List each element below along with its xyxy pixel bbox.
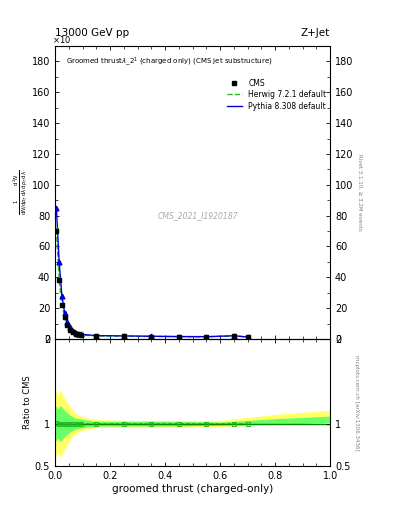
- Text: Z+Jet: Z+Jet: [301, 28, 330, 38]
- Pythia 8.308 default: [121, 333, 126, 339]
- CMS: [121, 333, 126, 339]
- Line: CMS: CMS: [54, 229, 250, 339]
- Pythia 8.308 default: [57, 259, 62, 265]
- Herwig 7.2.1 default: [71, 329, 75, 335]
- Pythia 8.308 default: [62, 310, 67, 316]
- Pythia 8.308 default: [245, 334, 250, 340]
- CMS: [73, 331, 78, 337]
- Herwig 7.2.1 default: [176, 334, 181, 340]
- Herwig 7.2.1 default: [204, 334, 209, 340]
- Herwig 7.2.1 default: [79, 332, 84, 338]
- X-axis label: groomed thrust (charged-only): groomed thrust (charged-only): [112, 483, 273, 494]
- Pythia 8.308 default: [76, 331, 81, 337]
- Pythia 8.308 default: [60, 293, 64, 299]
- Y-axis label: Rivet 3.1.10, ≥ 3.2M events: Rivet 3.1.10, ≥ 3.2M events: [357, 154, 362, 231]
- Y-axis label: mcplots.cern.ch [arXiv:1306.3436]: mcplots.cern.ch [arXiv:1306.3436]: [354, 355, 359, 450]
- Pythia 8.308 default: [149, 333, 154, 339]
- CMS: [62, 314, 67, 321]
- CMS: [68, 327, 73, 333]
- Pythia 8.308 default: [73, 329, 78, 335]
- CMS: [245, 334, 250, 340]
- Herwig 7.2.1 default: [57, 278, 62, 284]
- Pythia 8.308 default: [204, 334, 209, 340]
- Herwig 7.2.1 default: [73, 331, 78, 337]
- CMS: [204, 334, 209, 340]
- Herwig 7.2.1 default: [149, 333, 154, 339]
- Herwig 7.2.1 default: [62, 314, 67, 321]
- CMS: [54, 228, 59, 234]
- Text: 13000 GeV pp: 13000 GeV pp: [55, 28, 129, 38]
- CMS: [60, 302, 64, 308]
- Herwig 7.2.1 default: [76, 331, 81, 337]
- Herwig 7.2.1 default: [60, 302, 64, 308]
- Text: CMS_2021_I1920187: CMS_2021_I1920187: [158, 211, 238, 221]
- Pythia 8.308 default: [54, 205, 59, 211]
- CMS: [57, 278, 62, 284]
- Pythia 8.308 default: [71, 328, 75, 334]
- CMS: [76, 331, 81, 337]
- Line: Pythia 8.308 default: Pythia 8.308 default: [57, 208, 248, 337]
- Line: Herwig 7.2.1 default: Herwig 7.2.1 default: [57, 229, 248, 337]
- CMS: [65, 322, 70, 328]
- Pythia 8.308 default: [176, 333, 181, 339]
- CMS: [176, 334, 181, 340]
- CMS: [71, 329, 75, 335]
- Y-axis label: $\frac{1}{\mathrm{d}N/\mathrm{d}p_T\,\mathrm{d}\lambda}$$\frac{\mathrm{d}^2N}{\m: $\frac{1}{\mathrm{d}N/\mathrm{d}p_T\,\ma…: [11, 170, 29, 215]
- Legend: CMS, Herwig 7.2.1 default, Pythia 8.308 default: CMS, Herwig 7.2.1 default, Pythia 8.308 …: [227, 79, 326, 111]
- Text: Groomed thrust$\lambda\_2^1$ (charged only) (CMS jet substructure): Groomed thrust$\lambda\_2^1$ (charged on…: [66, 55, 273, 68]
- CMS: [79, 332, 84, 338]
- Herwig 7.2.1 default: [121, 333, 126, 339]
- Y-axis label: Ratio to CMS: Ratio to CMS: [23, 376, 32, 429]
- Pythia 8.308 default: [68, 325, 73, 331]
- Pythia 8.308 default: [65, 319, 70, 325]
- Text: $\times10$: $\times10$: [52, 34, 71, 45]
- Pythia 8.308 default: [79, 331, 84, 337]
- CMS: [149, 333, 154, 339]
- CMS: [231, 333, 236, 339]
- Herwig 7.2.1 default: [65, 322, 70, 328]
- Herwig 7.2.1 default: [94, 333, 99, 339]
- Pythia 8.308 default: [231, 333, 236, 339]
- Herwig 7.2.1 default: [54, 226, 59, 232]
- Herwig 7.2.1 default: [231, 333, 236, 339]
- CMS: [94, 333, 99, 339]
- Herwig 7.2.1 default: [245, 334, 250, 340]
- Herwig 7.2.1 default: [68, 327, 73, 333]
- Pythia 8.308 default: [94, 332, 99, 338]
